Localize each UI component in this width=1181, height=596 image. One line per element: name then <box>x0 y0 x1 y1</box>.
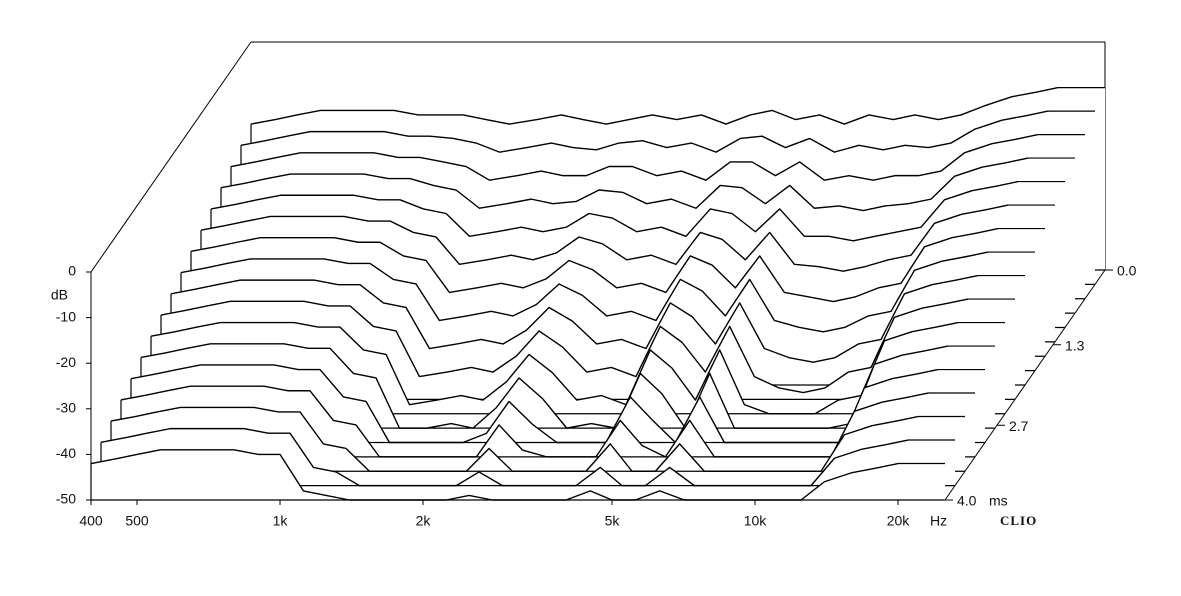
decay-curve <box>210 180 1019 242</box>
z-tick-label: 0.0 <box>1117 263 1137 279</box>
x-tick-label: 20k <box>887 513 911 529</box>
y-tick-label: 0 <box>68 263 76 279</box>
z-tick-label: 4.0 <box>957 493 977 509</box>
decay-curve <box>100 427 909 487</box>
y-tick-label: -20 <box>56 354 76 370</box>
z-axis <box>944 269 1106 501</box>
decay-curve <box>110 406 919 472</box>
decay-curve <box>190 227 999 303</box>
x-tick-label: 400 <box>79 513 103 529</box>
decay-curve <box>150 321 959 415</box>
brand: CLIO <box>1000 513 1037 528</box>
z-axis-label: ms <box>989 493 1008 509</box>
slice-fill <box>91 449 945 500</box>
decay-curve <box>200 204 1009 272</box>
slices <box>90 86 1105 501</box>
decay-curve <box>240 110 1049 153</box>
z-tick-label: 1.3 <box>1065 337 1085 353</box>
x-tick-label: 5k <box>605 513 621 529</box>
z-tick-label: 2.7 <box>1009 418 1029 434</box>
slice-fill <box>101 428 955 486</box>
x-tick-label: 2k <box>416 513 432 529</box>
decay-curve <box>230 133 1039 181</box>
decay-curve <box>140 343 949 429</box>
decay-curve <box>160 298 969 394</box>
x-tick-label: 1k <box>273 513 289 529</box>
slice-fill <box>111 407 965 472</box>
decay-curve <box>180 251 989 333</box>
x-tick-label: 10k <box>744 513 768 529</box>
x-axis-label: Hz <box>930 513 947 529</box>
decay-curve <box>170 274 979 363</box>
x-tick-label: 500 <box>125 513 149 529</box>
decay-curve <box>220 157 1029 212</box>
frame-edge <box>90 41 252 273</box>
y-tick-label: -40 <box>56 445 76 461</box>
y-axis-label: dB <box>51 287 68 303</box>
decay-curve <box>120 385 929 458</box>
y-tick-label: -50 <box>56 491 76 507</box>
slice-fill <box>121 386 975 457</box>
decay-curve <box>130 364 939 444</box>
decay-curve <box>250 86 1059 125</box>
y-tick-label: -30 <box>56 400 76 416</box>
y-tick-label: -10 <box>56 308 76 324</box>
